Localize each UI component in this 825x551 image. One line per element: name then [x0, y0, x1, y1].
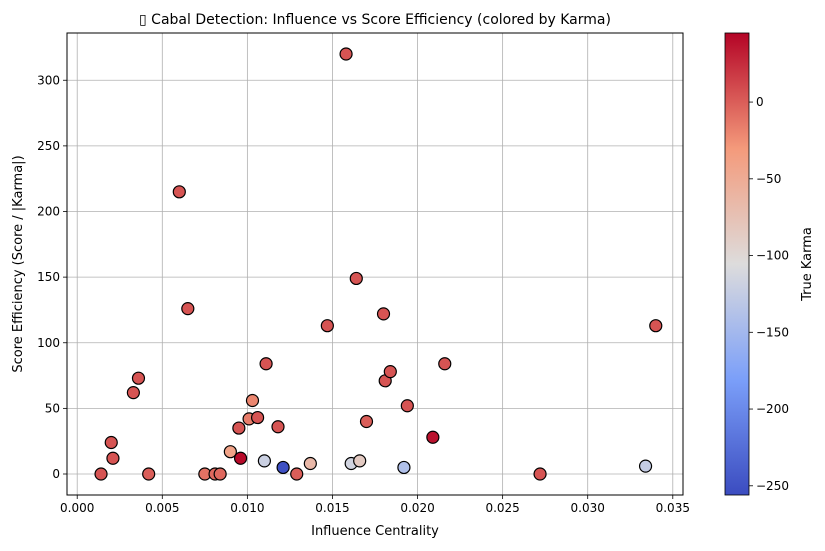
data-points — [94, 47, 663, 481]
data-point — [271, 420, 285, 434]
y-axis-label: Score Efficiency (Score / |Karma|) — [11, 155, 26, 372]
data-point — [320, 319, 334, 333]
data-point — [126, 386, 140, 400]
data-point — [376, 307, 391, 321]
data-point — [533, 467, 547, 481]
data-point — [172, 185, 186, 199]
chart-title: ▯ Cabal Detection: Influence vs Score Ef… — [139, 12, 611, 28]
plot-frame — [66, 32, 684, 496]
colorbar-tick-label: −50 — [756, 172, 781, 186]
y-tick-label: 200 — [37, 205, 60, 219]
y-axis-ticks: 0 50 100 150 200 250 300 — [37, 73, 67, 481]
colorbar-tick-label: −150 — [756, 325, 789, 339]
data-point — [104, 435, 118, 450]
colorbar-tick-label: −200 — [756, 402, 789, 416]
data-point — [131, 371, 146, 385]
y-tick-label: 300 — [37, 73, 60, 87]
colorbar-tick-label: 0 — [756, 95, 764, 109]
data-point — [349, 271, 363, 286]
x-tick-label: 0.010 — [230, 501, 264, 515]
colorbar — [724, 32, 750, 496]
x-tick-label: 0.020 — [400, 501, 434, 515]
data-point — [259, 357, 273, 371]
data-point — [232, 421, 246, 435]
x-tick-label: 0.025 — [485, 501, 519, 515]
x-tick-label: 0.015 — [315, 501, 349, 515]
data-point — [276, 460, 290, 475]
x-tick-label: 0.000 — [60, 501, 94, 515]
grid — [67, 33, 683, 495]
data-point — [438, 357, 452, 371]
x-tick-label: 0.035 — [656, 501, 690, 515]
data-point — [649, 319, 663, 333]
colorbar-label: True Karma — [800, 227, 815, 302]
colorbar-tick-label: −250 — [756, 479, 789, 493]
data-point — [94, 467, 108, 481]
data-point — [233, 451, 248, 465]
data-point — [359, 414, 374, 429]
data-point — [383, 365, 397, 379]
data-point — [213, 467, 227, 481]
data-point — [181, 302, 195, 316]
data-point — [397, 460, 411, 475]
data-point — [142, 467, 156, 481]
data-point — [426, 430, 440, 444]
y-tick-label: 150 — [37, 270, 60, 284]
colorbar-tick-label: −100 — [756, 249, 789, 263]
y-tick-label: 0 — [52, 467, 60, 481]
y-tick-label: 50 — [45, 401, 60, 415]
y-tick-label: 250 — [37, 139, 60, 153]
data-point — [245, 393, 260, 408]
x-tick-label: 0.005 — [145, 501, 179, 515]
data-point — [339, 47, 353, 61]
data-point — [400, 399, 414, 413]
data-point — [303, 456, 317, 471]
x-axis-ticks: 0.000 0.005 0.010 0.015 0.020 0.025 0.030 0.035 — [60, 495, 690, 515]
x-axis-label: Influence Centrality — [311, 524, 439, 539]
data-point — [290, 467, 304, 481]
y-tick-label: 100 — [37, 336, 60, 350]
data-point — [106, 451, 120, 465]
colorbar-ticks: 0 −50 −100 −150 −200 −250 — [749, 95, 789, 493]
data-point — [638, 459, 653, 473]
data-point — [257, 454, 271, 468]
data-point — [250, 410, 265, 425]
data-point — [223, 445, 237, 459]
x-tick-label: 0.030 — [571, 501, 605, 515]
data-point — [353, 454, 367, 468]
